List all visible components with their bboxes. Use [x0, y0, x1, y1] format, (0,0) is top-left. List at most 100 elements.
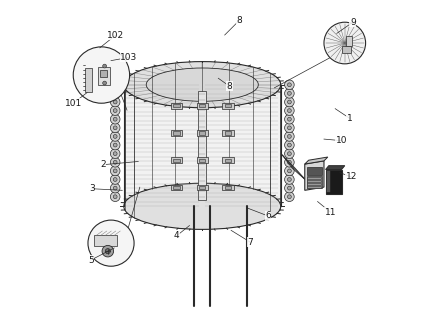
- Bar: [171, 184, 183, 190]
- Bar: [198, 91, 206, 200]
- Ellipse shape: [284, 106, 294, 115]
- Text: 103: 103: [120, 53, 137, 62]
- Bar: [222, 184, 233, 190]
- Bar: [197, 157, 208, 163]
- Ellipse shape: [288, 186, 291, 190]
- Bar: [94, 235, 117, 246]
- Text: 8: 8: [227, 82, 233, 91]
- Bar: [222, 157, 233, 163]
- Text: 1: 1: [347, 114, 353, 123]
- Ellipse shape: [284, 140, 294, 150]
- Ellipse shape: [113, 134, 117, 138]
- Ellipse shape: [284, 166, 294, 176]
- Ellipse shape: [288, 143, 291, 147]
- Ellipse shape: [113, 152, 117, 156]
- Ellipse shape: [113, 126, 117, 130]
- Text: 3: 3: [89, 184, 95, 193]
- Bar: [97, 67, 110, 85]
- Bar: [307, 180, 322, 182]
- Ellipse shape: [110, 149, 120, 159]
- Bar: [171, 130, 183, 136]
- Ellipse shape: [113, 83, 117, 87]
- Circle shape: [88, 220, 134, 266]
- Bar: [307, 177, 322, 179]
- Ellipse shape: [284, 149, 294, 159]
- Circle shape: [103, 64, 106, 68]
- Ellipse shape: [110, 132, 120, 141]
- Text: 2: 2: [100, 160, 106, 169]
- Ellipse shape: [113, 178, 117, 182]
- Ellipse shape: [110, 123, 120, 133]
- Ellipse shape: [113, 186, 117, 190]
- Ellipse shape: [113, 109, 117, 112]
- Ellipse shape: [110, 140, 120, 150]
- Ellipse shape: [288, 126, 291, 130]
- Bar: [225, 186, 231, 189]
- Ellipse shape: [110, 175, 120, 184]
- Bar: [307, 167, 322, 175]
- Ellipse shape: [113, 100, 117, 104]
- Bar: [327, 171, 330, 192]
- Ellipse shape: [288, 160, 291, 164]
- Ellipse shape: [284, 80, 294, 89]
- Ellipse shape: [284, 123, 294, 133]
- Ellipse shape: [110, 192, 120, 202]
- Ellipse shape: [124, 183, 281, 229]
- Ellipse shape: [113, 91, 117, 95]
- Bar: [174, 159, 180, 162]
- Bar: [171, 157, 183, 163]
- Ellipse shape: [288, 91, 291, 95]
- Ellipse shape: [113, 195, 117, 199]
- Bar: [326, 170, 342, 193]
- Bar: [225, 159, 231, 162]
- Bar: [199, 104, 206, 107]
- Ellipse shape: [110, 106, 120, 115]
- Bar: [199, 131, 206, 135]
- Ellipse shape: [284, 89, 294, 98]
- Bar: [225, 131, 231, 135]
- Ellipse shape: [284, 158, 294, 167]
- Ellipse shape: [110, 114, 120, 124]
- Ellipse shape: [146, 68, 258, 101]
- Ellipse shape: [113, 160, 117, 164]
- Ellipse shape: [288, 83, 291, 87]
- Ellipse shape: [124, 62, 281, 108]
- Bar: [199, 159, 206, 162]
- Bar: [307, 186, 322, 188]
- Ellipse shape: [110, 80, 120, 89]
- Ellipse shape: [113, 117, 117, 121]
- Text: 5: 5: [88, 255, 94, 265]
- Polygon shape: [305, 157, 328, 164]
- Ellipse shape: [113, 169, 117, 173]
- Ellipse shape: [110, 89, 120, 98]
- Circle shape: [105, 249, 110, 254]
- Ellipse shape: [124, 183, 281, 229]
- Bar: [307, 183, 322, 185]
- Ellipse shape: [288, 100, 291, 104]
- Bar: [174, 186, 180, 189]
- Text: 6: 6: [265, 212, 271, 220]
- Bar: [174, 104, 180, 107]
- Text: 11: 11: [325, 208, 336, 217]
- Ellipse shape: [288, 134, 291, 138]
- Bar: [222, 103, 233, 109]
- Text: 101: 101: [65, 99, 82, 108]
- Bar: [85, 68, 93, 92]
- Polygon shape: [305, 161, 324, 190]
- Ellipse shape: [288, 195, 291, 199]
- Text: 10: 10: [336, 136, 347, 145]
- Text: 9: 9: [350, 18, 356, 27]
- Ellipse shape: [284, 97, 294, 107]
- Bar: [346, 36, 352, 46]
- Bar: [199, 186, 206, 189]
- Text: 7: 7: [248, 238, 253, 247]
- Bar: [100, 69, 107, 77]
- Bar: [342, 46, 351, 53]
- Ellipse shape: [284, 192, 294, 202]
- Polygon shape: [326, 166, 345, 170]
- Bar: [307, 176, 322, 188]
- Text: 12: 12: [346, 172, 357, 182]
- Ellipse shape: [284, 175, 294, 184]
- Circle shape: [103, 81, 106, 85]
- Ellipse shape: [110, 158, 120, 167]
